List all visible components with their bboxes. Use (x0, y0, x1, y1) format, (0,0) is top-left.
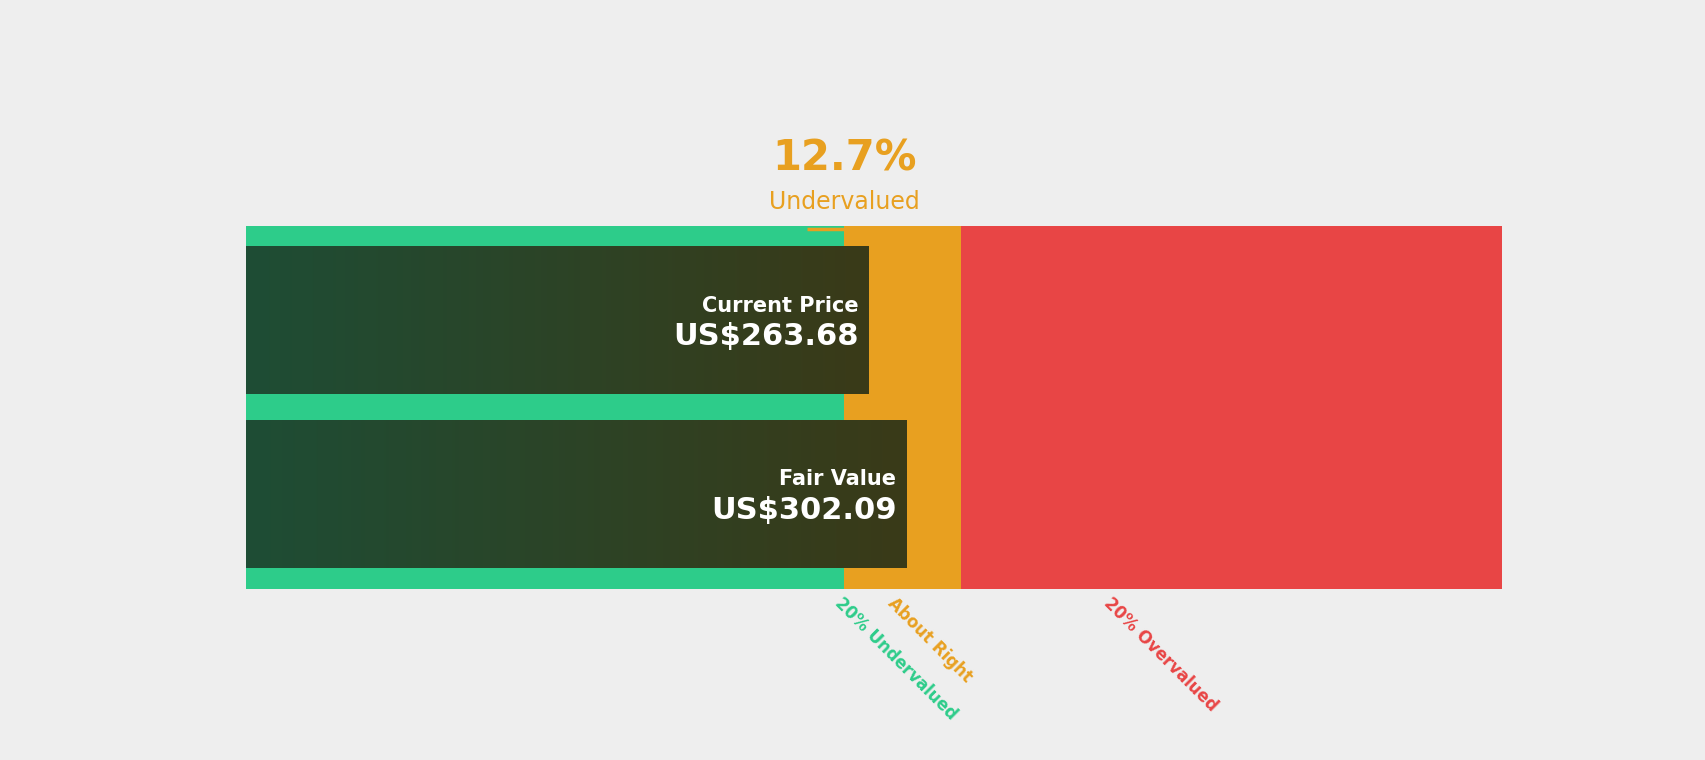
Bar (960, 226, 1502, 588)
Text: 20% Undervalued: 20% Undervalued (830, 594, 960, 724)
Bar (844, 226, 960, 588)
Text: Fair Value: Fair Value (779, 469, 895, 489)
Text: 20% Overvalued: 20% Overvalued (1100, 594, 1221, 715)
Text: US$263.68: US$263.68 (673, 322, 858, 351)
Text: About Right: About Right (883, 594, 975, 686)
Text: Undervalued: Undervalued (769, 191, 919, 214)
Text: 12.7%: 12.7% (771, 138, 916, 179)
Text: Current Price: Current Price (702, 296, 858, 316)
Bar (246, 226, 844, 588)
Text: US$302.09: US$302.09 (711, 496, 895, 524)
